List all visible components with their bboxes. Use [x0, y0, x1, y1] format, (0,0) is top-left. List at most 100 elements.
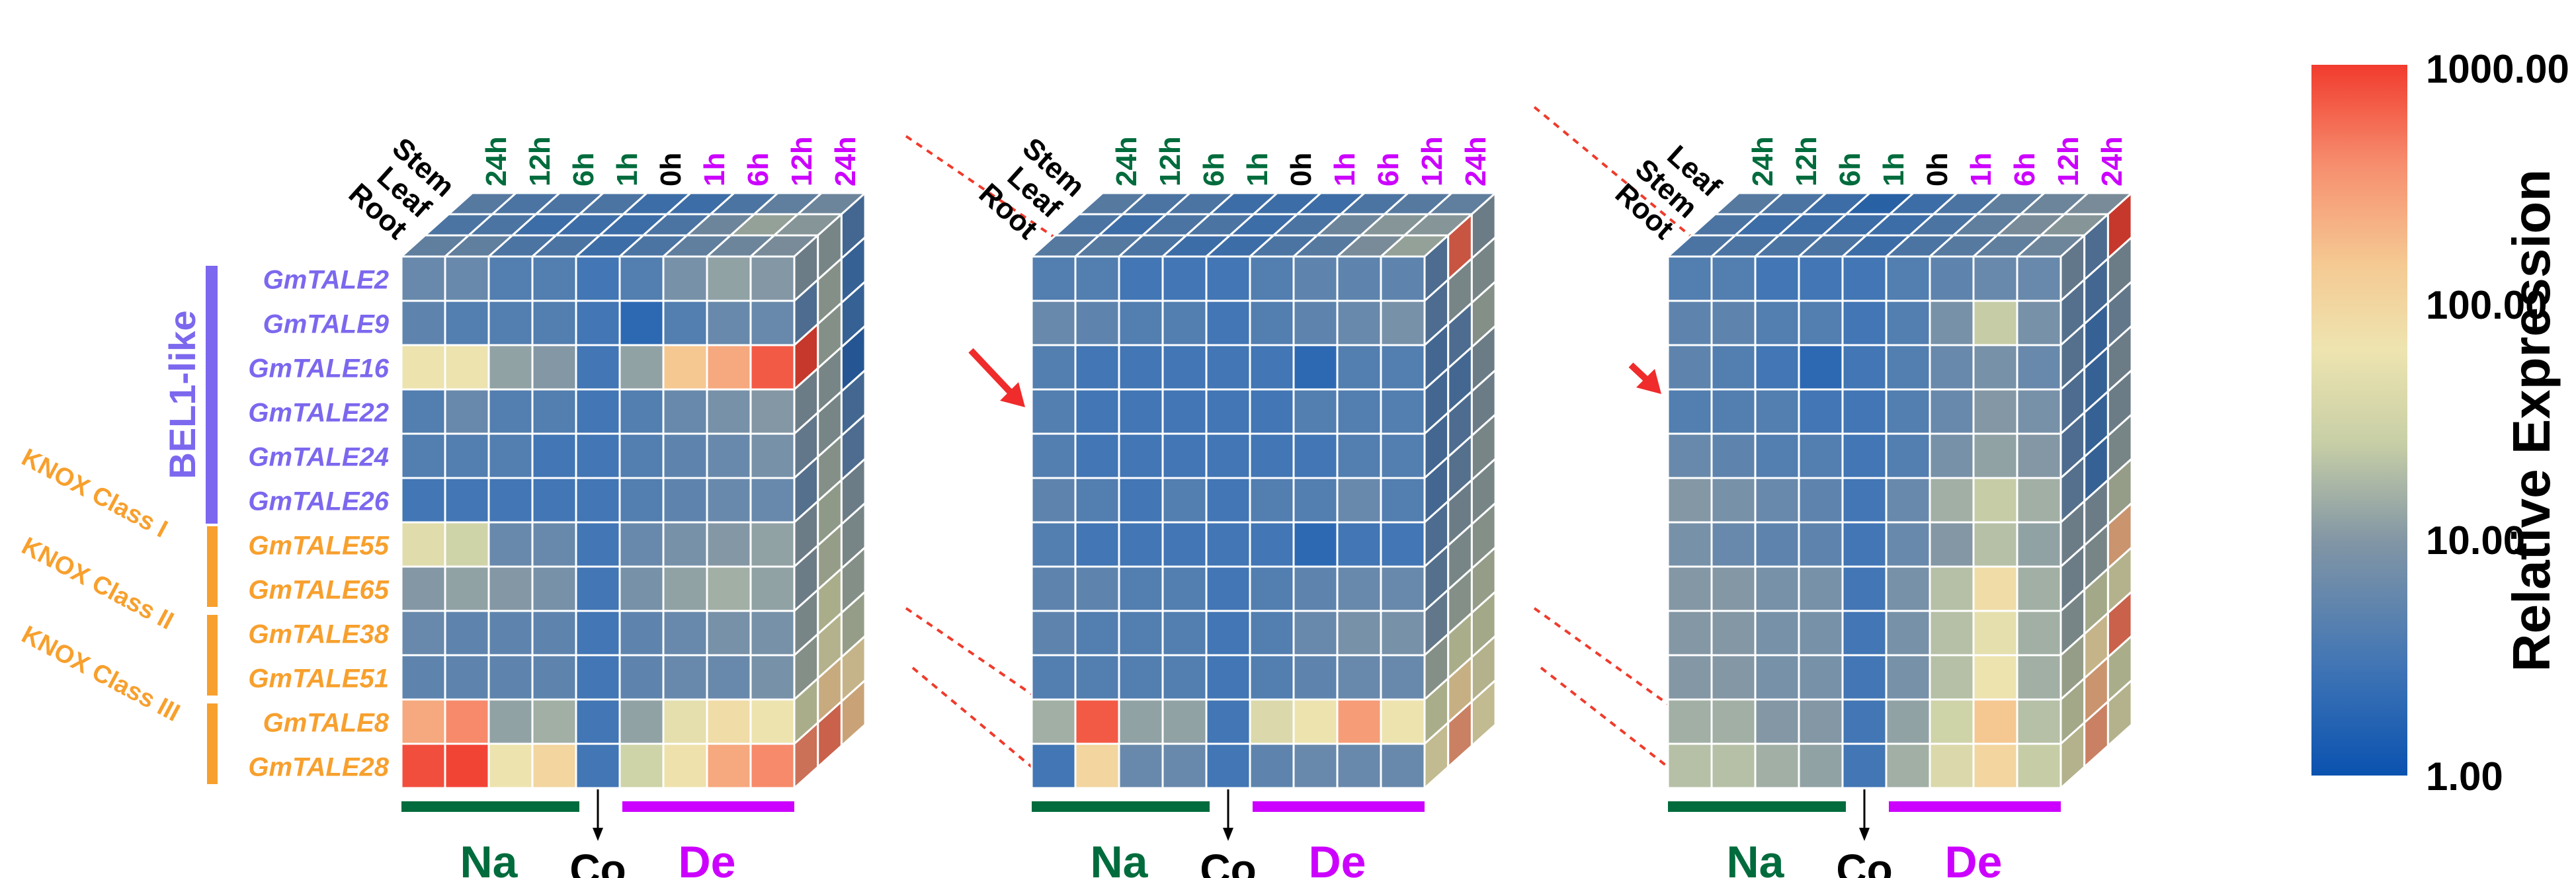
front-cell	[1798, 432, 1844, 479]
front-cell	[1710, 742, 1757, 789]
front-cell	[1030, 477, 1077, 524]
front-cell	[2016, 742, 2062, 789]
front-cell	[2016, 255, 2062, 302]
front-cell	[487, 521, 534, 568]
front-cell	[706, 654, 752, 701]
front-cell	[487, 388, 534, 435]
front-cell	[1841, 521, 1888, 568]
front-cell	[662, 610, 708, 657]
gene-label: GmTALE22	[248, 399, 389, 428]
front-cell	[400, 610, 446, 657]
front-cell	[487, 565, 534, 612]
front-cell	[1249, 299, 1295, 346]
front-cell	[1972, 299, 2018, 346]
front-cell	[1074, 388, 1120, 435]
gene-label: GmTALE26	[248, 487, 389, 516]
front-cell	[706, 388, 752, 435]
front-cell	[1710, 432, 1757, 479]
front-cell	[706, 565, 752, 612]
family-label: BEL1-like	[161, 310, 203, 479]
colorbar-tick: 1.00	[2426, 754, 2503, 799]
front-cell	[1205, 698, 1251, 745]
front-cell	[1754, 344, 1800, 391]
gene-label: GmTALE51	[248, 664, 389, 694]
group-label-de: De	[1945, 837, 2003, 878]
co-arrow-head	[1223, 828, 1233, 841]
front-cell	[1667, 299, 1713, 346]
front-cell	[1161, 610, 1208, 657]
timepoint-label: 1h	[611, 153, 644, 186]
front-cell	[749, 344, 796, 391]
front-cell	[2016, 698, 2062, 745]
front-cell	[1380, 565, 1426, 612]
timepoint-label: 1h	[698, 153, 731, 186]
front-cell	[662, 654, 708, 701]
front-cell	[1667, 432, 1713, 479]
front-cell	[706, 299, 752, 346]
connector-line	[1533, 106, 1714, 256]
front-cell	[1161, 521, 1208, 568]
connector-line	[1533, 607, 1669, 705]
front-cell	[1336, 521, 1382, 568]
front-cell	[618, 477, 665, 524]
front-cell	[444, 255, 490, 302]
front-cell	[531, 299, 577, 346]
front-cell	[1710, 299, 1757, 346]
front-cell	[1710, 698, 1757, 745]
front-cell	[2016, 610, 2062, 657]
front-cell	[706, 742, 752, 789]
timepoint-label: 12h	[786, 136, 818, 186]
front-cell	[487, 344, 534, 391]
front-cell	[1336, 255, 1382, 302]
front-cell	[1885, 299, 1931, 346]
gene-label: GmTALE9	[263, 310, 390, 339]
gene-label: GmTALE55	[248, 532, 389, 561]
front-cell	[487, 654, 534, 701]
front-cell	[1205, 610, 1251, 657]
front-cell	[1380, 255, 1426, 302]
front-cell	[1929, 521, 1975, 568]
front-cell	[575, 742, 621, 789]
front-cell	[444, 388, 490, 435]
colorbar-title: Relative Expression	[2502, 169, 2561, 672]
front-cell	[575, 255, 621, 302]
front-cell	[2016, 432, 2062, 479]
front-cell	[400, 388, 446, 435]
front-cell	[1929, 432, 1975, 479]
timepoint-label: 0h	[1921, 153, 1954, 186]
front-cell	[662, 698, 708, 745]
front-cell	[1710, 521, 1757, 568]
gene-label: GmTALE8	[263, 709, 390, 738]
front-cell	[662, 521, 708, 568]
front-cell	[1161, 654, 1208, 701]
front-cell	[662, 742, 708, 789]
knox-bracket	[207, 703, 218, 784]
front-cell	[400, 432, 446, 479]
front-cell	[1885, 477, 1931, 524]
front-cell	[487, 477, 534, 524]
front-cell	[749, 565, 796, 612]
front-cell	[2016, 344, 2062, 391]
front-cell	[1667, 255, 1713, 302]
arrow-head	[1000, 382, 1025, 407]
timepoint-label: 0h	[655, 153, 687, 186]
front-cell	[575, 654, 621, 701]
front-cell	[1972, 388, 2018, 435]
front-cell	[1336, 654, 1382, 701]
front-cell	[1798, 565, 1844, 612]
front-cell	[1118, 477, 1164, 524]
front-cell	[749, 255, 796, 302]
front-cell	[1380, 477, 1426, 524]
front-cell	[1929, 654, 1975, 701]
front-cell	[1292, 565, 1339, 612]
front-cell	[706, 255, 752, 302]
group-label-na: Na	[460, 837, 519, 878]
gene-label: GmTALE24	[248, 443, 389, 472]
front-cell	[1972, 565, 2018, 612]
front-cell	[1667, 698, 1713, 745]
front-cell	[1336, 565, 1382, 612]
front-cell	[1972, 610, 2018, 657]
front-cell	[1754, 610, 1800, 657]
